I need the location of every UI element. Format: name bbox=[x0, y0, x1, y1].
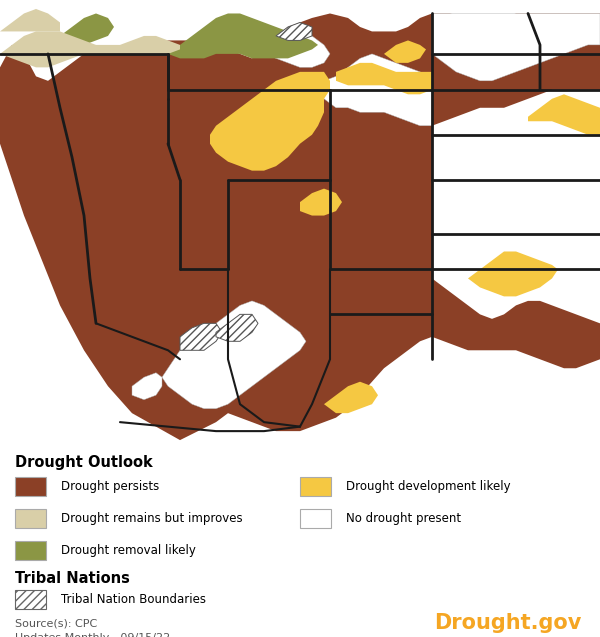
Text: Drought Outlook: Drought Outlook bbox=[15, 455, 153, 469]
FancyBboxPatch shape bbox=[300, 477, 331, 496]
Polygon shape bbox=[276, 22, 312, 40]
Polygon shape bbox=[336, 63, 432, 94]
Text: Drought removal likely: Drought removal likely bbox=[61, 544, 196, 557]
Text: Drought persists: Drought persists bbox=[61, 480, 160, 493]
Polygon shape bbox=[210, 72, 330, 171]
Text: Source(s): CPC: Source(s): CPC bbox=[15, 618, 97, 628]
Polygon shape bbox=[432, 13, 600, 81]
Polygon shape bbox=[468, 252, 558, 296]
Polygon shape bbox=[312, 54, 432, 125]
Polygon shape bbox=[300, 189, 342, 215]
Polygon shape bbox=[0, 13, 600, 440]
Polygon shape bbox=[216, 315, 258, 341]
Text: No drought present: No drought present bbox=[346, 512, 461, 525]
Polygon shape bbox=[264, 31, 330, 68]
FancyBboxPatch shape bbox=[15, 509, 46, 528]
Text: Drought remains but improves: Drought remains but improves bbox=[61, 512, 243, 525]
Text: Drought development likely: Drought development likely bbox=[346, 480, 511, 493]
Text: Updates Monthly - 09/15/22: Updates Monthly - 09/15/22 bbox=[15, 633, 170, 637]
Text: Tribal Nations: Tribal Nations bbox=[15, 571, 130, 586]
Polygon shape bbox=[384, 40, 426, 63]
Polygon shape bbox=[324, 382, 378, 413]
Polygon shape bbox=[528, 94, 600, 135]
FancyBboxPatch shape bbox=[15, 590, 46, 609]
Text: Drought.gov: Drought.gov bbox=[434, 613, 582, 633]
Polygon shape bbox=[0, 31, 180, 68]
Polygon shape bbox=[60, 13, 114, 45]
Polygon shape bbox=[0, 0, 600, 449]
FancyBboxPatch shape bbox=[15, 541, 46, 560]
FancyBboxPatch shape bbox=[300, 509, 331, 528]
Polygon shape bbox=[180, 324, 222, 350]
Text: Tribal Nation Boundaries: Tribal Nation Boundaries bbox=[61, 593, 206, 606]
Polygon shape bbox=[0, 9, 60, 31]
Polygon shape bbox=[168, 13, 318, 59]
FancyBboxPatch shape bbox=[15, 477, 46, 496]
Polygon shape bbox=[162, 301, 306, 409]
Polygon shape bbox=[132, 373, 162, 399]
